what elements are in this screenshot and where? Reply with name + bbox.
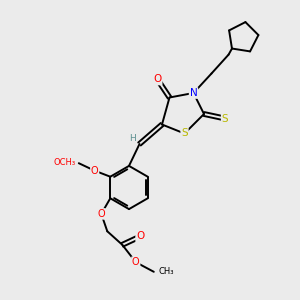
Text: S: S [181,128,188,139]
Text: N: N [190,88,197,98]
Text: CH₃: CH₃ [158,267,174,276]
Text: OCH₃: OCH₃ [54,158,76,167]
Text: O: O [136,231,144,242]
Text: O: O [98,209,105,219]
Text: O: O [153,74,162,85]
Text: O: O [91,166,98,176]
Text: S: S [222,113,228,124]
Text: H: H [129,134,135,143]
Text: O: O [132,257,140,267]
